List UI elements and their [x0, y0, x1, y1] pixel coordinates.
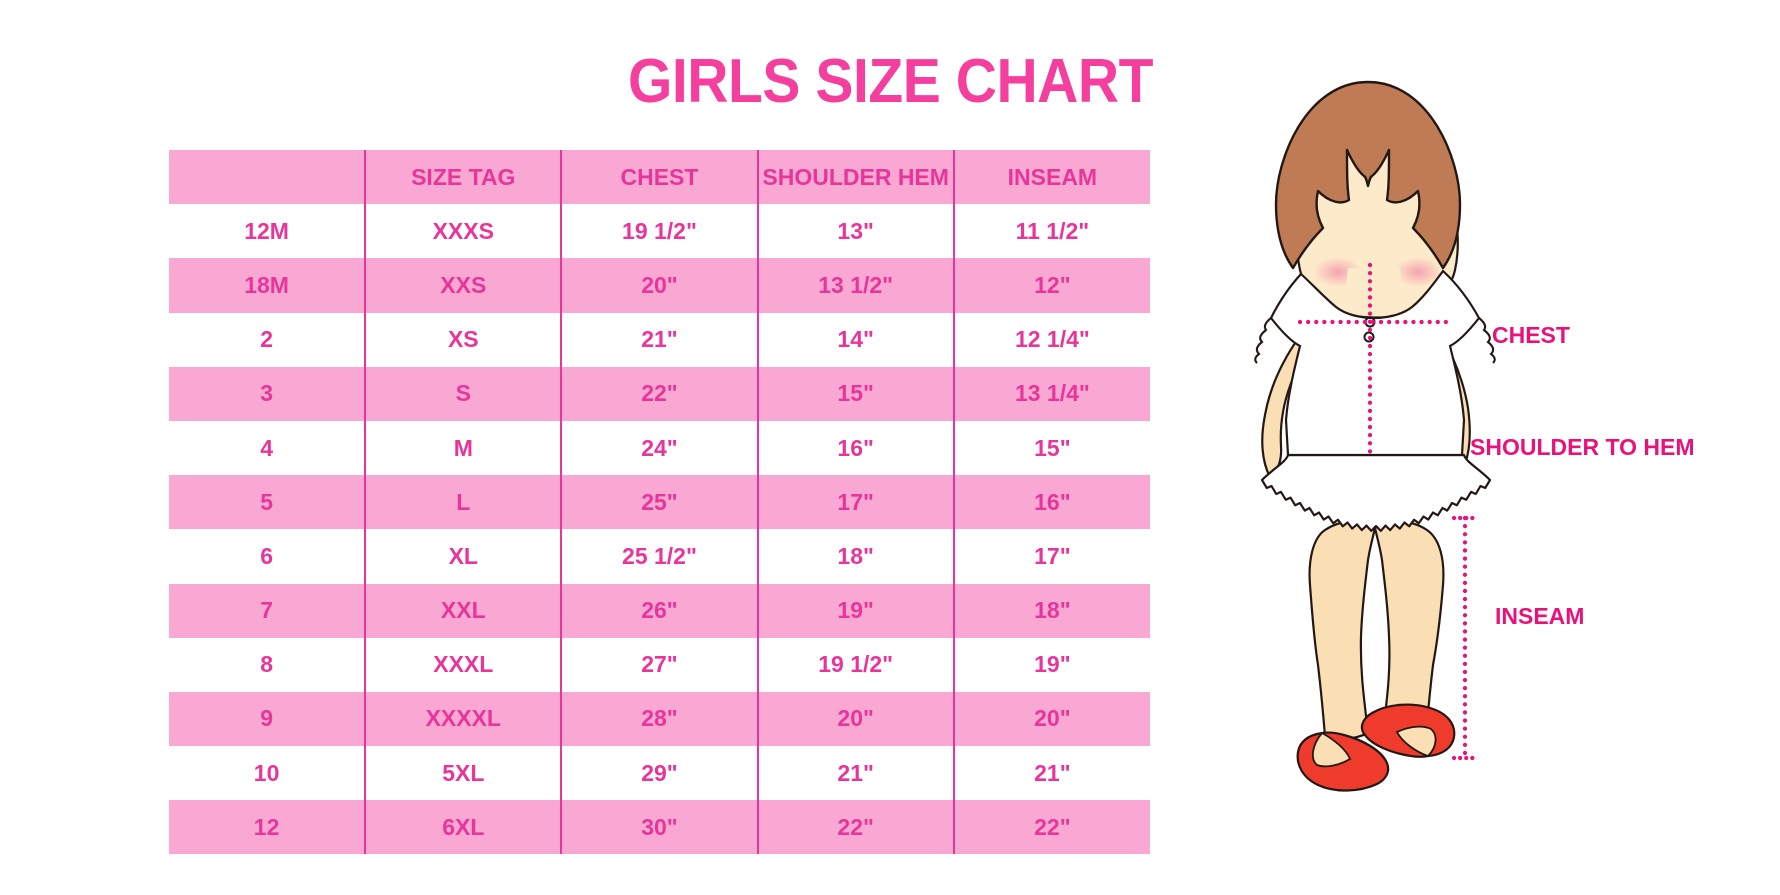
svg-text:CHEST: CHEST: [1492, 322, 1570, 348]
svg-text:INSEAM: INSEAM: [1495, 603, 1584, 629]
svg-text:SHOULDER TO HEM: SHOULDER TO HEM: [1470, 434, 1694, 460]
